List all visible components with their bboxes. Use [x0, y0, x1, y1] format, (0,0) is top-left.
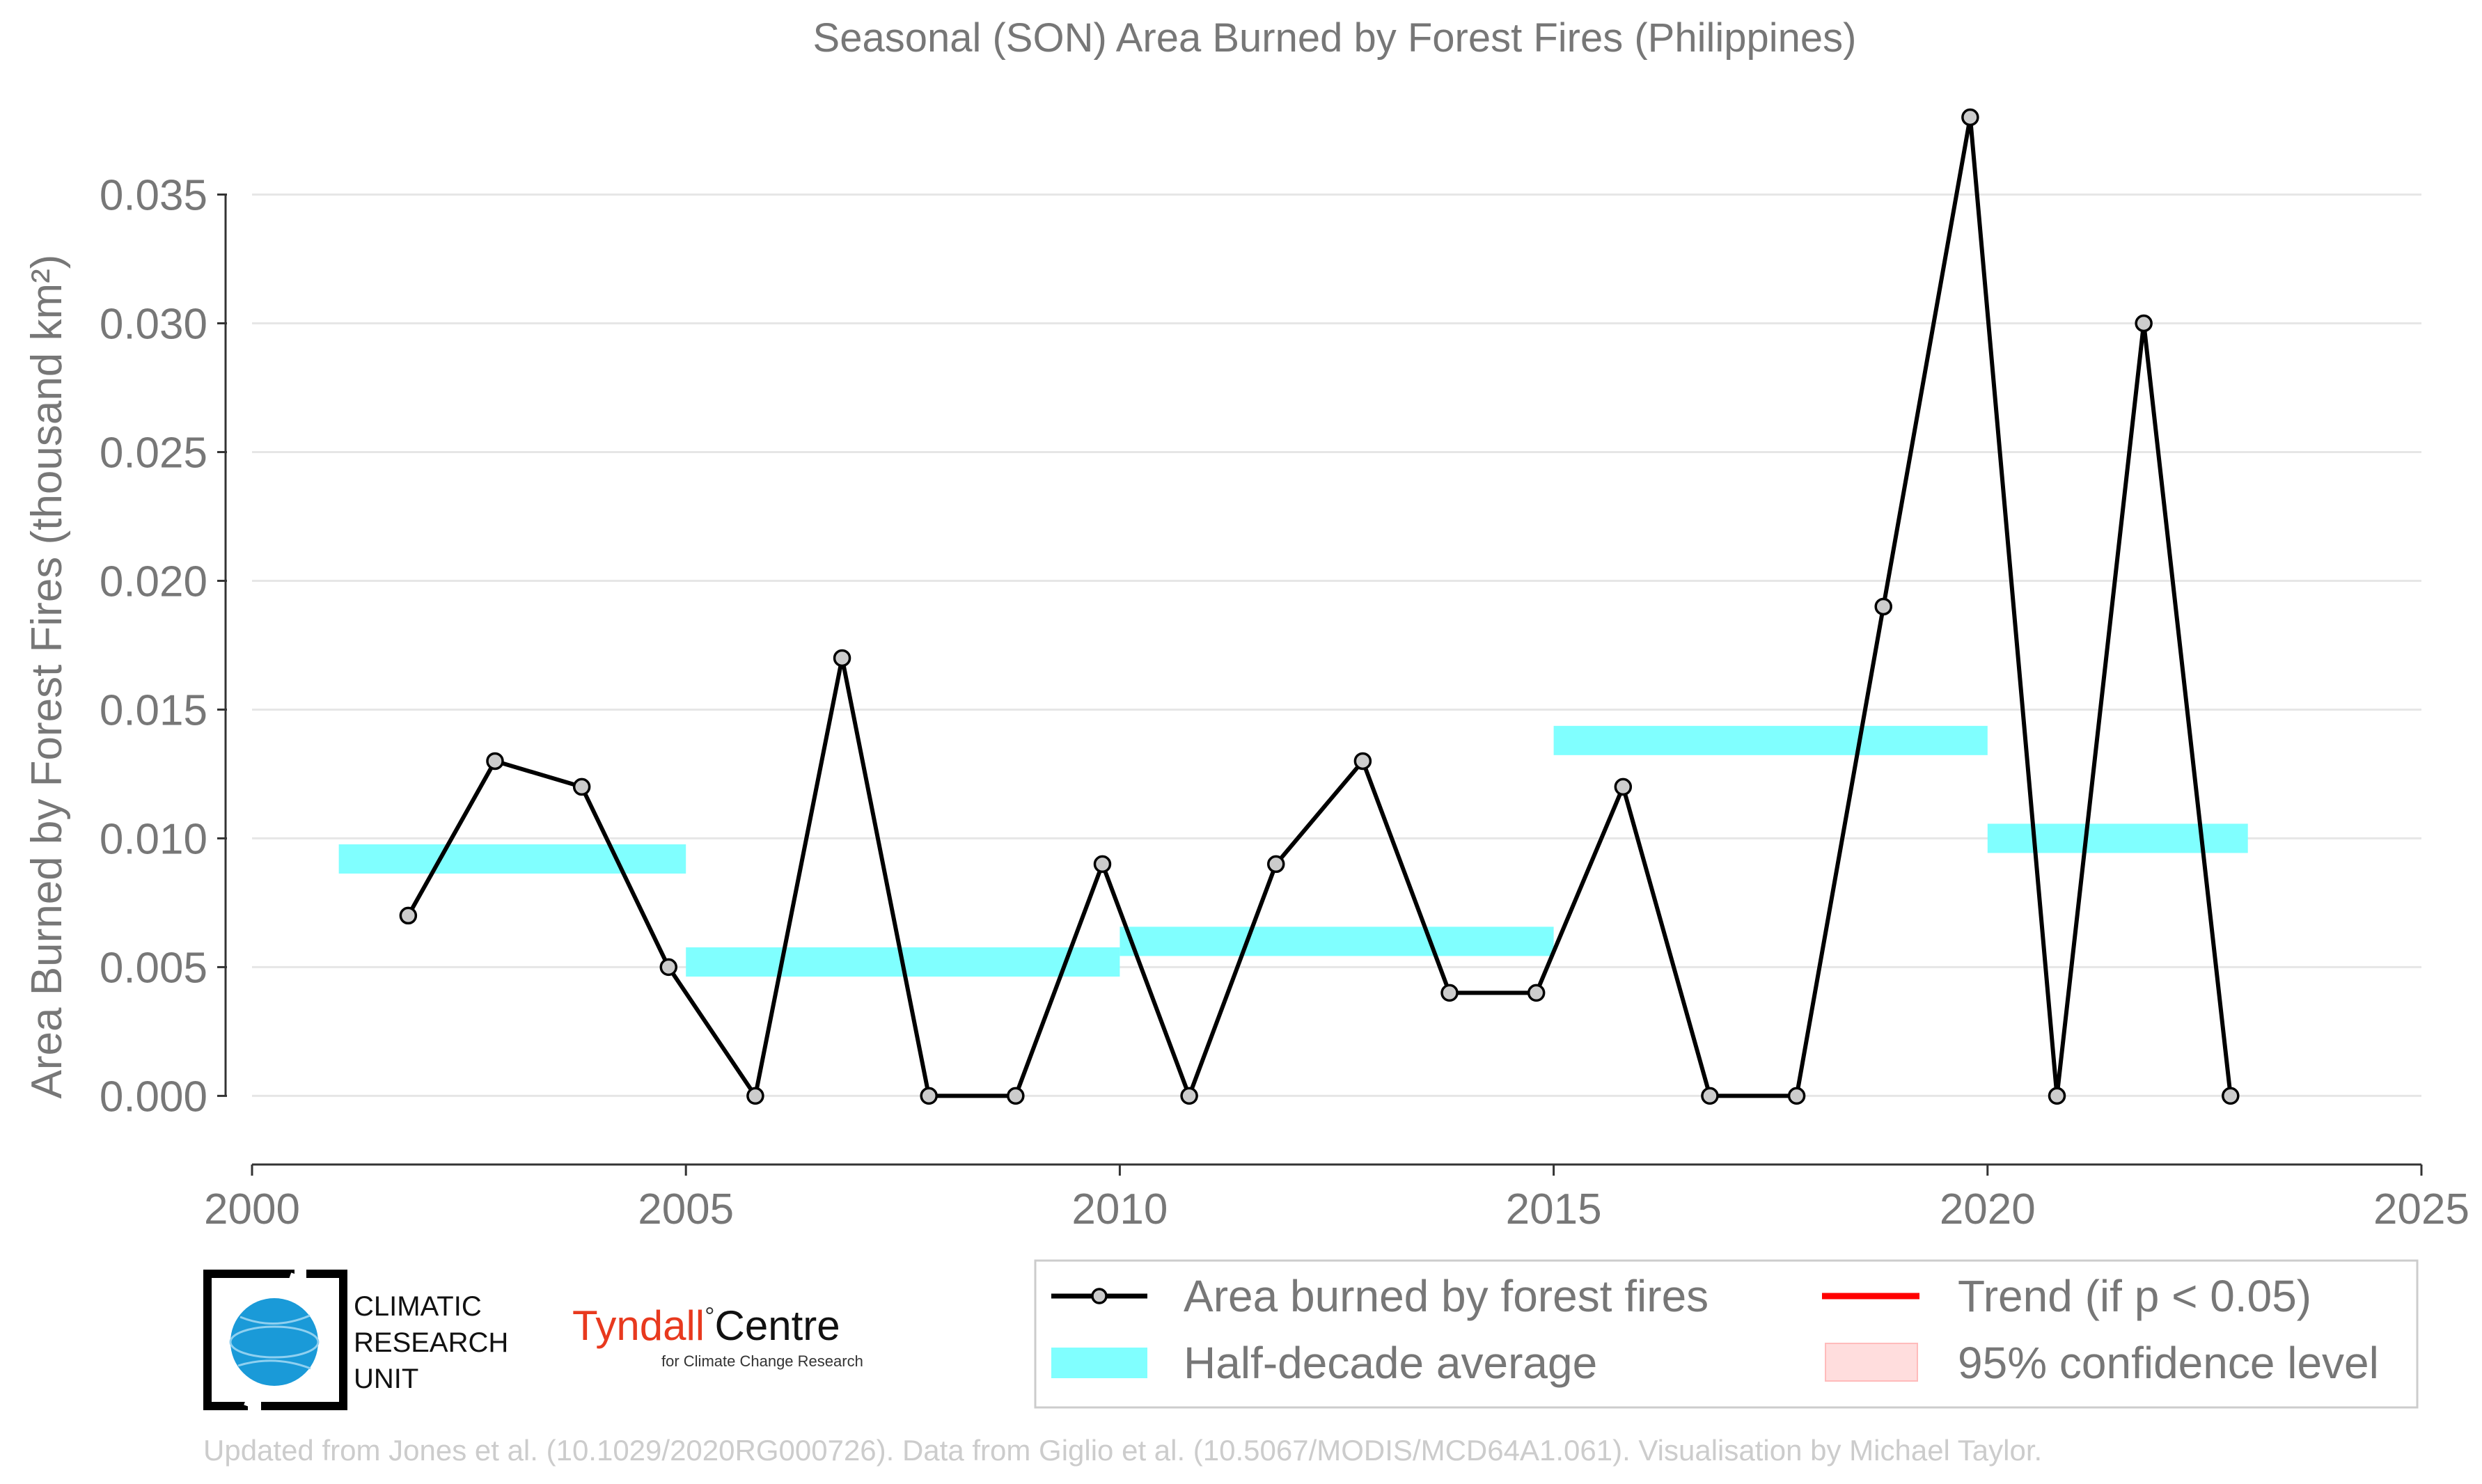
- tyndall-subtitle: for Climate Change Research: [661, 1352, 863, 1370]
- data-point: [1614, 777, 1633, 796]
- data-point: [1961, 108, 1979, 127]
- data-point: [572, 777, 591, 796]
- y-tick-label: 0.025: [100, 429, 207, 477]
- data-point: [486, 752, 504, 771]
- y-tick-label: 0.010: [100, 815, 207, 863]
- legend-box: [1034, 1259, 2419, 1409]
- y-axis-label: Area Burned by Forest Fires (thousand km…: [23, 255, 71, 1099]
- legend-label-area-burned: Area burned by forest fires: [1184, 1271, 1709, 1321]
- half-decade-bar: [1987, 823, 2248, 853]
- x-tick-label: 2000: [204, 1185, 300, 1233]
- legend-label-confidence: 95% confidence level: [1958, 1338, 2379, 1388]
- x-tick-label: 2010: [1071, 1185, 1168, 1233]
- legend-entry-confidence: 95% confidence level: [1825, 1338, 2379, 1388]
- cru-line-2: RESEARCH: [354, 1327, 508, 1358]
- half-decade-bar: [1120, 926, 1554, 956]
- x-tick-label: 2020: [1940, 1185, 2036, 1233]
- y-tick-label: 0.035: [100, 171, 207, 219]
- data-point: [1353, 752, 1372, 771]
- tyndall-name: Tyndall°Centre: [572, 1302, 840, 1349]
- data-point: [1701, 1087, 1719, 1105]
- data-point: [659, 958, 678, 977]
- data-point: [1267, 855, 1285, 874]
- data-point: [2135, 314, 2153, 333]
- data-point: [399, 906, 418, 925]
- data-point: [1093, 855, 1112, 874]
- cru-logo: CLIMATIC RESEARCH UNIT: [203, 1270, 508, 1410]
- tyndall-logo: Tyndall°Centre for Climate Change Resear…: [572, 1302, 863, 1370]
- axes: 0.000 0.005 0.010 0.015 0.020 0.025 0.030 0.035…: [100, 171, 2469, 1233]
- half-decade-bar: [1553, 725, 1988, 755]
- legend-entry-area-burned: Area burned by forest fires: [1051, 1271, 1709, 1321]
- area-burned-series: [399, 108, 2240, 1105]
- chart-title: Seasonal (SON) Area Burned by Forest Fir…: [813, 15, 1857, 61]
- x-tick-label: 2015: [1506, 1185, 1602, 1233]
- data-point: [1007, 1087, 1025, 1105]
- y-tick-label: 0.000: [100, 1073, 207, 1121]
- data-point: [1787, 1087, 1806, 1105]
- legend-label-trend: Trend (if p < 0.05): [1958, 1271, 2311, 1321]
- series-line: [406, 115, 2233, 1098]
- data-point: [920, 1087, 938, 1105]
- credit-line: Updated from Jones et al. (10.1029/2020R…: [203, 1434, 2042, 1467]
- y-tick-label: 0.005: [100, 944, 207, 992]
- y-tick-label: 0.030: [100, 300, 207, 348]
- data-point: [833, 649, 851, 668]
- legend: Area burned by forest fires Trend (if p …: [1034, 1259, 2419, 1409]
- half-decade-bar: [338, 844, 686, 874]
- half-decade-average-bars: [338, 725, 2248, 977]
- x-tick-label: 2025: [2373, 1185, 2469, 1233]
- cru-line-1: CLIMATIC: [354, 1291, 482, 1322]
- y-tick-label: 0.020: [100, 558, 207, 606]
- legend-label-half-decade: Half-decade average: [1184, 1338, 1597, 1388]
- data-point: [746, 1087, 764, 1105]
- cru-line-3: UNIT: [354, 1364, 418, 1394]
- legend-entry-trend: Trend (if p < 0.05): [1822, 1271, 2311, 1321]
- data-point: [1874, 597, 1892, 616]
- grid-lines: [252, 193, 2421, 1097]
- legend-entry-half-decade: Half-decade average: [1051, 1338, 1597, 1388]
- x-tick-label: 2005: [638, 1185, 734, 1233]
- data-point: [2222, 1087, 2240, 1105]
- data-point: [1527, 984, 1546, 1002]
- data-point: [2048, 1087, 2066, 1105]
- globe-icon: [229, 1298, 320, 1386]
- data-point: [1440, 984, 1459, 1002]
- y-tick-label: 0.015: [100, 686, 207, 734]
- data-point: [1180, 1087, 1198, 1105]
